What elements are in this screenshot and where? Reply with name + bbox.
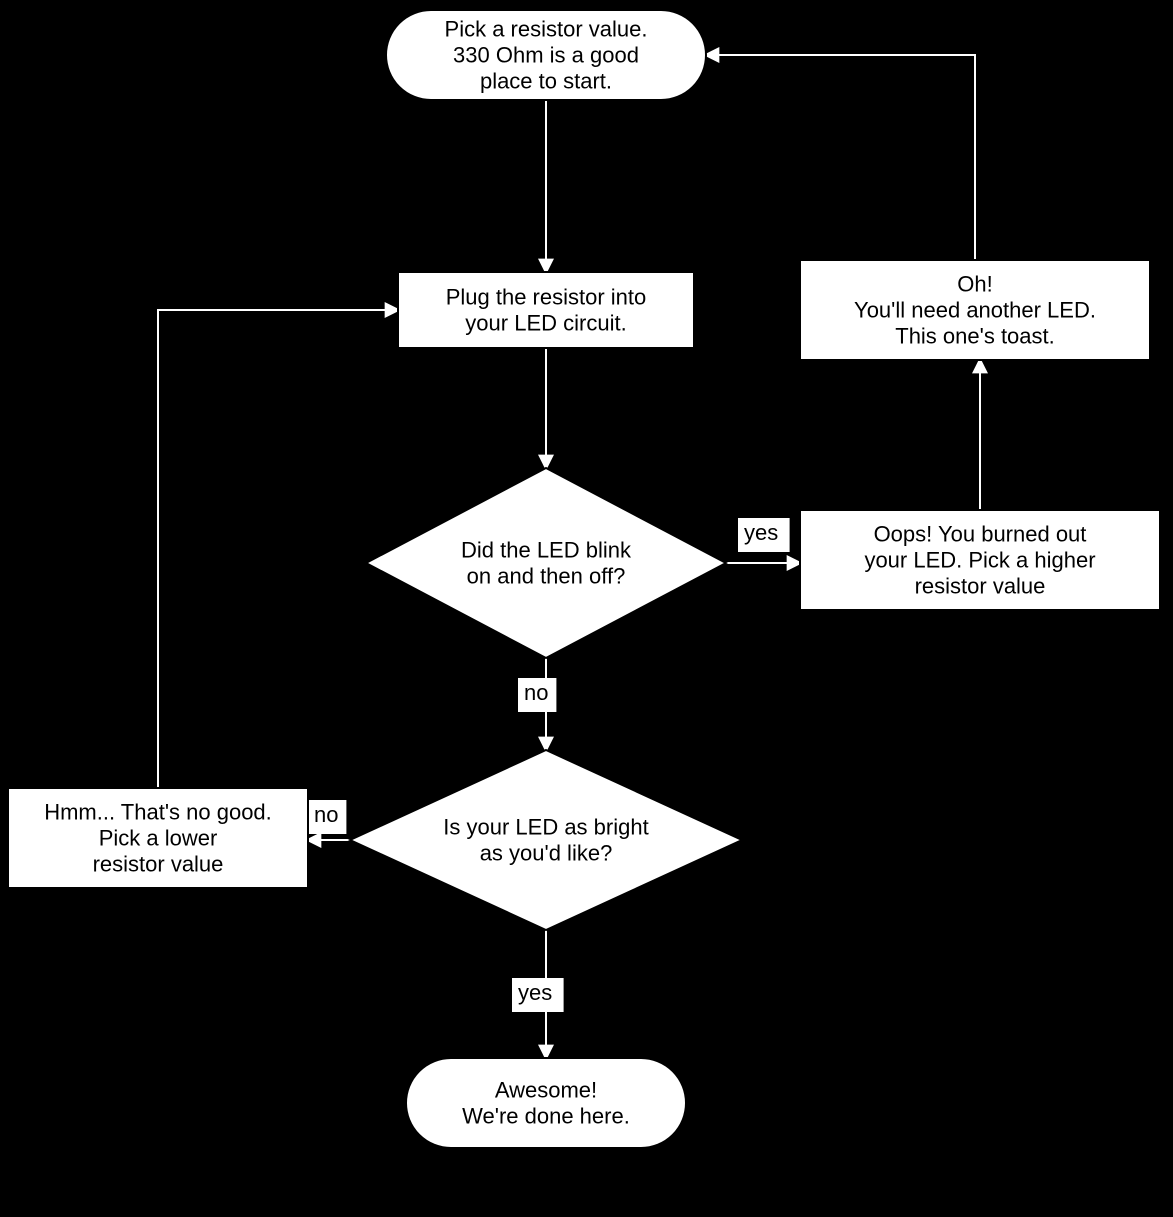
node-done: Awesome!We're done here. bbox=[406, 1058, 686, 1148]
edge-label: yes bbox=[744, 520, 778, 545]
node-burned: Oops! You burned outyour LED. Pick a hig… bbox=[800, 510, 1160, 610]
flow-edge bbox=[158, 310, 398, 788]
node-plug: Plug the resistor intoyour LED circuit. bbox=[398, 272, 694, 348]
node-bright: Is your LED as brightas you'd like? bbox=[350, 750, 742, 930]
edge-label: no bbox=[314, 802, 338, 827]
edge-label: no bbox=[524, 680, 548, 705]
flow-edge bbox=[706, 55, 975, 260]
node-label: Did the LED blinkon and then off? bbox=[461, 538, 632, 589]
node-blink: Did the LED blinkon and then off? bbox=[366, 468, 726, 658]
node-start: Pick a resistor value.330 Ohm is a goodp… bbox=[386, 10, 706, 100]
edge-label: yes bbox=[518, 980, 552, 1005]
flowchart-canvas: no yes yes no Pick a resistor value.330 Ohm … bbox=[0, 0, 1173, 1217]
node-label: Plug the resistor intoyour LED circuit. bbox=[446, 285, 647, 336]
node-lower: Hmm... That's no good.Pick a lowerresist… bbox=[8, 788, 308, 888]
node-toast: Oh!You'll need another LED.This one's to… bbox=[800, 260, 1150, 360]
